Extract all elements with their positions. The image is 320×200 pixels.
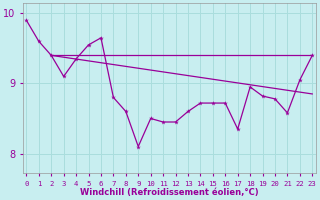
X-axis label: Windchill (Refroidissement éolien,°C): Windchill (Refroidissement éolien,°C) <box>80 188 259 197</box>
